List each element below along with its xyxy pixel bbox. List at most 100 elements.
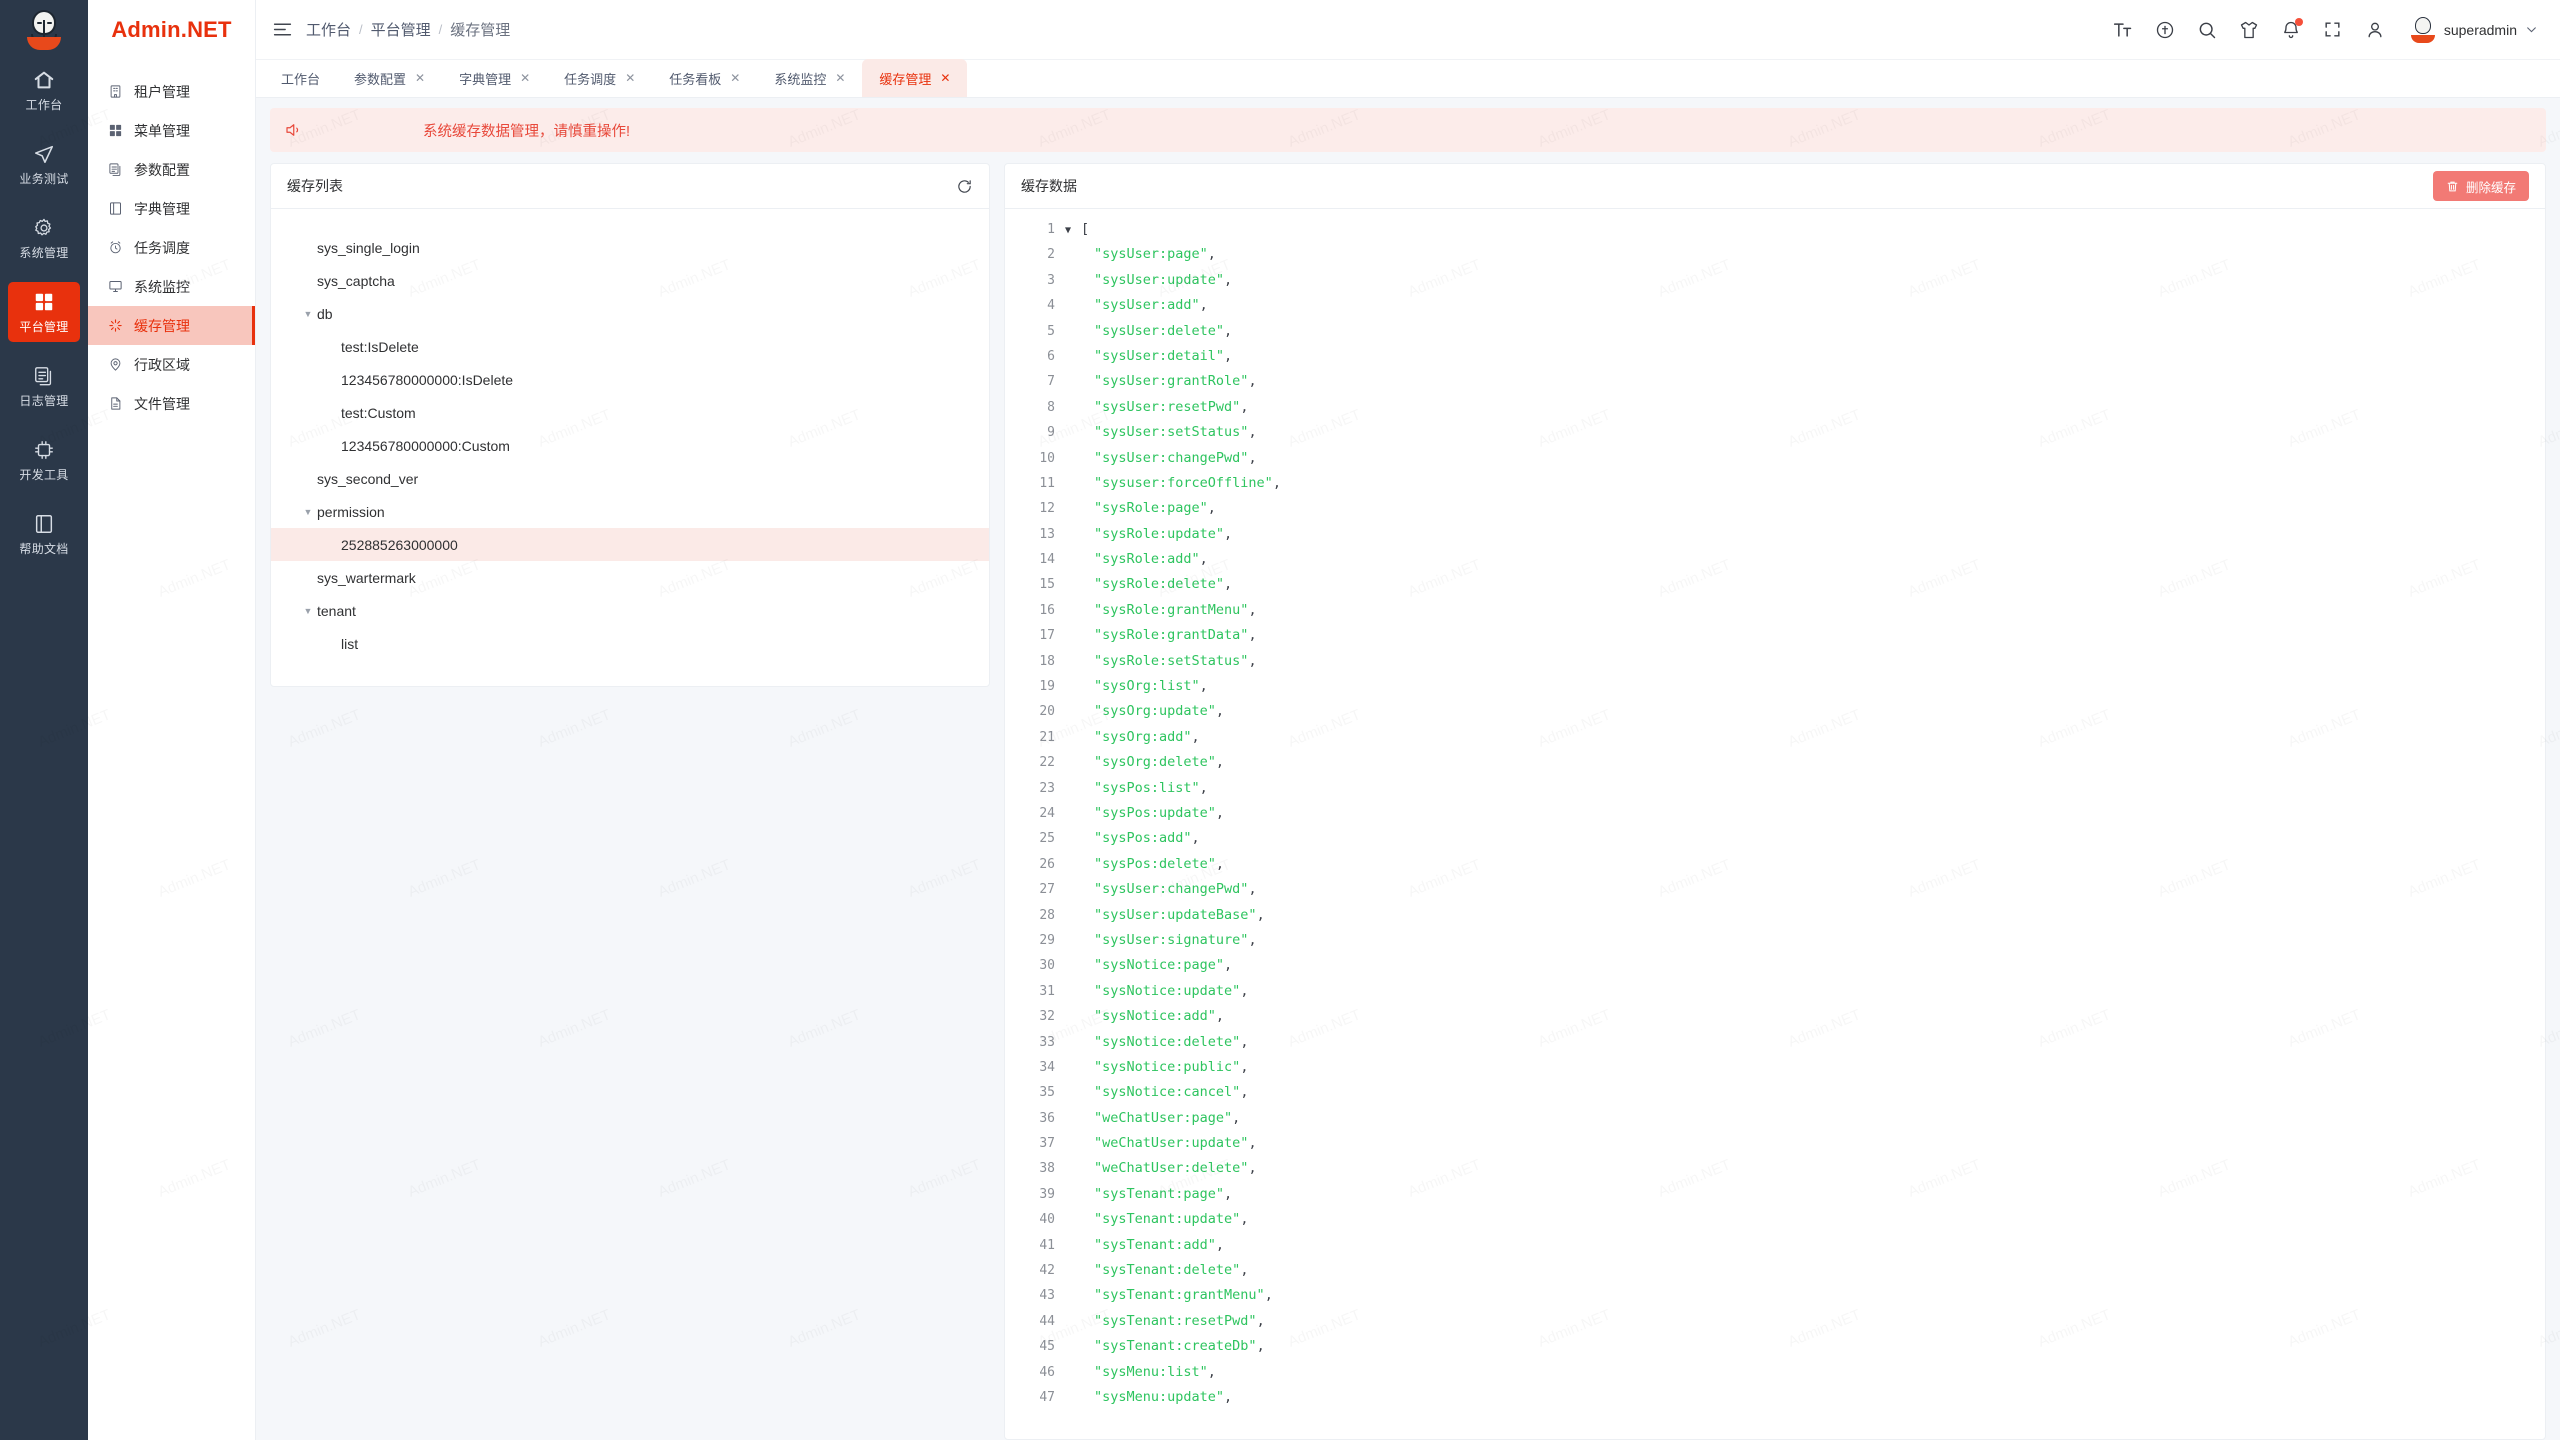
tab-4[interactable]: 任务看板 ✕ [652,59,757,97]
cache-tree-node[interactable]: ▼list [271,627,989,660]
primary-sidebar: 工作台业务测试系统管理平台管理日志管理开发工具帮助文档 [0,0,88,1440]
code-punct-token: , [1224,347,1233,364]
code-punct-token: , [1248,627,1257,644]
code-line: 27 "sysUser:changePwd", [1005,877,2545,902]
code-fold-toggle-icon[interactable]: ▼ [1064,225,1072,236]
cache-tree-node[interactable]: ▼ tenant [271,594,989,627]
caret-down-icon[interactable]: ▼ [303,605,313,616]
code-string-token: "sysOrg:update" [1094,703,1216,720]
cache-tree-node-label: 123456780000000:Custom [341,437,510,454]
cache-data-panel: 缓存数据 删除缓存 1 ▼ [2 "sysUser:page", 3 "sysUser:u… [1004,163,2546,1440]
cache-json-viewer[interactable]: 1 ▼ [2 "sysUser:page", 3 "sysUser:update", 4 "s… [1005,209,2545,1439]
rail-item-0[interactable]: 工作台 [8,60,80,120]
fullscreen-icon[interactable] [2322,19,2344,41]
cache-tree-node-label: sys_second_ver [317,470,419,487]
cache-tree-node[interactable]: ▼test:IsDelete [271,330,989,363]
cache-tree-node[interactable]: ▼sys_second_ver [271,462,989,495]
code-string-token: "sysTenant:page" [1094,1185,1225,1202]
rail-item-1[interactable]: 业务测试 [8,134,80,194]
tab-3[interactable]: 任务调度 ✕ [547,59,652,97]
sidebar-item-6[interactable]: 缓存管理 [88,306,255,345]
tab-close-icon[interactable]: ✕ [835,71,846,85]
copy-icon [108,162,123,177]
code-punct-token: , [1248,601,1257,618]
rail-item-2[interactable]: 系统管理 [8,208,80,268]
sidebar-item-4[interactable]: 任务调度 [88,228,255,267]
code-punct-token: , [1240,1084,1249,1101]
code-line-number: 26 [1039,856,1055,872]
language-globe-icon[interactable] [2154,19,2176,41]
cache-tree-node-label: sys_captcha [317,272,395,289]
cache-tree-node[interactable]: ▼sys_single_login [271,231,989,264]
sidebar-item-5[interactable]: 系统监控 [88,267,255,306]
cache-tree-node[interactable]: ▼sys_wartermark [271,561,989,594]
notification-bell-icon[interactable] [2280,17,2303,41]
sidebar-item-3[interactable]: 字典管理 [88,189,255,228]
code-string-token: "sysPos:list" [1094,779,1200,796]
tab-close-icon[interactable]: ✕ [520,71,531,85]
code-string-token: "sysTenant:createDb" [1094,1338,1257,1355]
code-line: 41 "sysTenant:add", [1005,1233,2545,1258]
breadcrumb-item-1[interactable]: 平台管理 [370,22,431,39]
user-icon[interactable] [2364,19,2386,41]
code-punct-token: , [1256,1312,1265,1329]
app-logo[interactable] [0,0,88,60]
sidebar-item-7[interactable]: 行政区域 [88,345,255,384]
code-line: 45 "sysTenant:createDb", [1005,1334,2545,1359]
cache-tree-node[interactable]: ▼sys_captcha [271,264,989,297]
code-line-number: 20 [1039,704,1055,720]
caret-down-icon[interactable]: ▼ [303,308,313,319]
code-punct-token: , [1215,855,1225,872]
tab-close-icon[interactable]: ✕ [730,71,741,85]
code-line-number: 42 [1039,1263,1055,1279]
code-line-number: 8 [1047,399,1055,415]
cache-tree-node-label: 123456780000000:IsDelete [341,371,514,388]
sidebar-item-1[interactable]: 菜单管理 [88,111,255,150]
rail-item-label: 业务测试 [19,172,69,186]
tab-0[interactable]: 工作台 [264,59,337,97]
tab-2[interactable]: 字典管理 ✕ [442,59,547,97]
cache-tree-node[interactable]: ▼123456780000000:IsDelete [271,363,989,396]
theme-shirt-icon[interactable] [2238,19,2260,41]
chevron-down-icon [2527,27,2536,33]
sidebar-item-8[interactable]: 文件管理 [88,384,255,423]
text-size-icon[interactable] [2112,19,2134,41]
code-punct-token: , [1248,652,1257,669]
cache-tree-node[interactable]: ▼252885263000000 [271,528,989,561]
tab-1[interactable]: 参数配置 ✕ [337,59,442,97]
breadcrumb: 工作台 / 平台管理 / 缓存管理 [306,19,510,40]
sidebar-item-2[interactable]: 参数配置 [88,150,255,189]
tab-close-icon[interactable]: ✕ [415,71,426,85]
search-icon[interactable] [2196,19,2218,41]
delete-cache-button[interactable]: 删除缓存 [2432,171,2529,201]
cache-tree-node[interactable]: ▼ permission [271,495,989,528]
cache-tree-node[interactable]: ▼ db [271,297,989,330]
tab-5[interactable]: 系统监控 ✕ [757,59,862,97]
code-string-token: "sysPos:add" [1094,830,1192,847]
tab-close-icon[interactable]: ✕ [940,71,951,85]
code-line-number: 43 [1039,1288,1055,1304]
rail-item-6[interactable]: 帮助文档 [8,504,80,564]
menu-collapse-icon[interactable] [272,18,296,42]
caret-down-icon[interactable]: ▼ [303,506,313,517]
tab-close-icon[interactable]: ✕ [625,71,636,85]
tab-label: 缓存管理 [879,71,932,87]
tab-6[interactable]: 缓存管理 ✕ [862,59,968,97]
rail-item-3[interactable]: 平台管理 [8,282,80,342]
breadcrumb-item-0[interactable]: 工作台 [306,22,352,39]
user-menu[interactable]: superadmin [2410,16,2538,43]
refresh-icon[interactable] [955,177,973,195]
sidebar-item-0[interactable]: 租户管理 [88,72,255,111]
cache-list-panel: 缓存列表 ▼sys_single_login▼sys_captcha▼db▼te… [270,163,990,687]
code-punct-token: , [1264,1287,1273,1304]
code-line: 14 "sysRole:add", [1005,547,2545,572]
code-string-token: "sysTenant:grantMenu" [1094,1287,1265,1304]
rail-item-5[interactable]: 开发工具 [8,430,80,490]
cache-tree-node[interactable]: ▼123456780000000:Custom [271,429,989,462]
code-string-token: "sysRole:page" [1094,500,1208,517]
breadcrumb-item-2[interactable]: 缓存管理 [450,22,511,39]
code-line-number: 17 [1039,628,1055,644]
rail-item-4[interactable]: 日志管理 [8,356,80,416]
cache-tree-node[interactable]: ▼test:Custom [271,396,989,429]
code-line-number: 18 [1039,653,1055,669]
